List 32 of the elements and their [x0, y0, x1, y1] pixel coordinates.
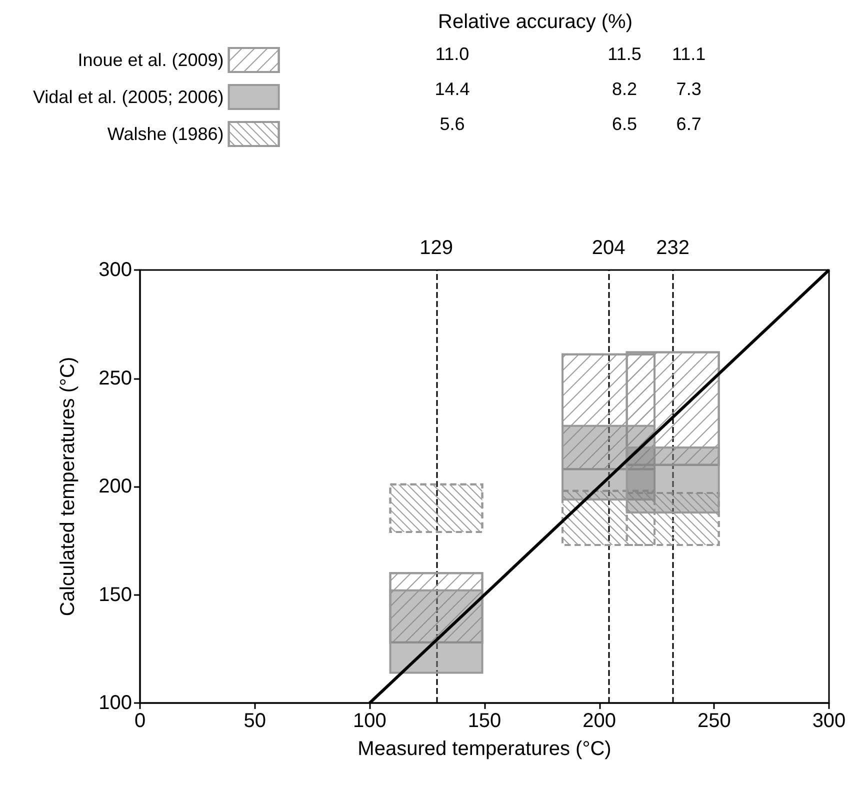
ref-line-label: 204 [592, 237, 626, 259]
text: 11.1 [672, 44, 706, 64]
x-axis-title: Measured temperatures (°C) [358, 738, 612, 760]
text: 14.4 [434, 79, 470, 99]
x-tick-label: 200 [582, 710, 616, 732]
text: Relative accuracy (%) [438, 11, 633, 33]
x-tick-label: 150 [468, 710, 502, 732]
text: 11.5 [608, 44, 642, 64]
x-tick-label: 0 [134, 710, 146, 732]
bar [389, 589, 484, 674]
x-tick-label: 50 [244, 710, 266, 732]
x-tick-label: 300 [812, 710, 846, 732]
legend-label: Inoue et al. (2009) [78, 50, 224, 70]
x-tick-label: 250 [697, 710, 731, 732]
ref-line-label: 129 [420, 237, 453, 259]
text: 5.6 [440, 114, 465, 134]
ref-line-label: 232 [656, 237, 690, 259]
y-tick-label: 250 [98, 367, 132, 390]
legend-label: Vidal et al. (2005; 2006) [32, 87, 224, 107]
bar [626, 446, 720, 514]
text: 6.5 [612, 114, 638, 134]
y-tick-label: 300 [98, 259, 132, 281]
text: 6.7 [676, 114, 702, 134]
text: 8.2 [612, 79, 638, 99]
y-tick-label: 150 [98, 584, 132, 606]
text: 11.0 [435, 44, 470, 64]
text: 7.3 [676, 79, 702, 99]
y-axis-title: Calculated temperatures (°C) [57, 356, 79, 616]
y-tick-label: 200 [98, 476, 132, 498]
x-tick-label: 100 [352, 710, 386, 732]
y-tick-label: 100 [98, 692, 132, 714]
legend-label: Walshe (1986) [107, 124, 224, 144]
